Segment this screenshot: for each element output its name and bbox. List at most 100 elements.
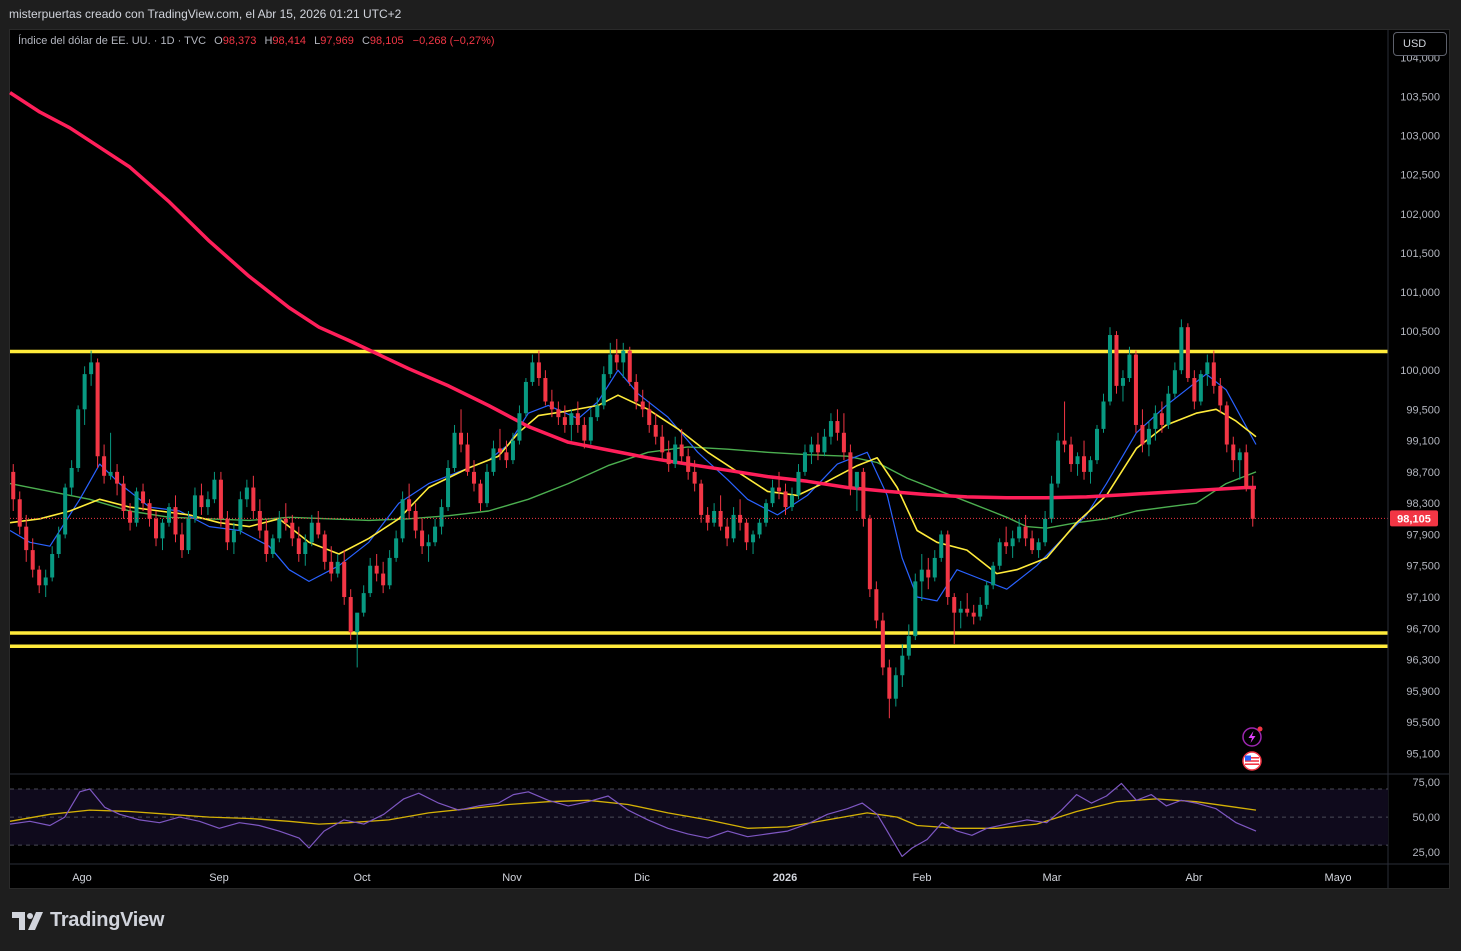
candle-body — [627, 350, 632, 382]
candle — [30, 538, 35, 578]
price-tick-label: 101,000 — [1400, 287, 1440, 299]
candle-body — [802, 452, 807, 472]
currency-button[interactable]: USD — [1393, 32, 1447, 56]
candle-body — [640, 401, 645, 410]
candle-body — [1146, 428, 1151, 445]
open-value: 98,373 — [222, 35, 257, 47]
tradingview-logo: TradingView — [12, 909, 164, 932]
price-tick-label: 102,000 — [1400, 209, 1440, 221]
candle — [1179, 319, 1184, 375]
candle — [89, 350, 94, 386]
candle — [37, 565, 42, 594]
candle — [777, 471, 782, 500]
candle — [549, 389, 554, 418]
candle-body — [400, 499, 405, 539]
candle-body — [789, 495, 795, 508]
candle-body — [121, 483, 126, 511]
rsi-tick-label: 50,00 — [1412, 812, 1440, 824]
candle — [1159, 401, 1164, 433]
candle — [841, 413, 846, 461]
candle — [283, 503, 288, 531]
candle-body — [1244, 452, 1249, 488]
candle-body — [102, 456, 107, 476]
candle-body — [543, 378, 548, 402]
candle-body — [264, 530, 269, 555]
candle-body — [1185, 327, 1190, 379]
candle — [108, 432, 113, 480]
us-flag-icon[interactable] — [1242, 751, 1262, 771]
candle — [160, 518, 165, 551]
candle-body — [1101, 401, 1106, 429]
candle-body — [1250, 487, 1255, 519]
candle-body — [231, 530, 236, 543]
candle-body — [536, 362, 541, 379]
candle — [95, 358, 100, 468]
candle — [919, 554, 924, 601]
candle — [582, 417, 587, 449]
candle-body — [562, 417, 567, 425]
rsi-line — [9, 782, 1257, 857]
candle — [673, 436, 678, 468]
candle — [1094, 424, 1100, 465]
candle-body — [251, 487, 256, 511]
rsi-pane: 75,00 50,00 25,00 — [9, 777, 1440, 859]
candle-body — [712, 510, 717, 523]
candle — [56, 526, 61, 558]
candle — [212, 471, 217, 504]
candle — [601, 366, 606, 410]
candle — [653, 413, 658, 445]
time-tick-label: Mayo — [1325, 872, 1352, 884]
candle-body — [971, 612, 976, 617]
candle — [854, 471, 859, 511]
change-value: −0,268 (−0,27%) — [412, 35, 495, 47]
candle-body — [420, 530, 425, 547]
candle — [1004, 526, 1009, 555]
candle — [199, 483, 204, 515]
candle-body — [1159, 413, 1164, 425]
candle-body — [725, 526, 730, 539]
candle-body — [1205, 362, 1210, 375]
candle-body — [874, 589, 879, 621]
candle-body — [958, 608, 963, 613]
candle — [588, 409, 593, 445]
candle — [997, 538, 1002, 570]
candle — [433, 518, 438, 547]
price-tick-label: 100,500 — [1400, 326, 1440, 338]
symbol-label: Índice del dólar de EE. UU. · 1D · TVC — [18, 35, 207, 47]
candle-body — [751, 534, 756, 543]
candle-body — [906, 636, 911, 656]
candle — [1218, 378, 1223, 414]
candle-body — [809, 444, 814, 453]
candle — [835, 409, 840, 441]
candle-body — [692, 471, 697, 484]
candle-body — [517, 413, 522, 441]
candle — [1166, 385, 1171, 429]
candle — [543, 370, 548, 406]
candle — [1140, 409, 1145, 453]
candle-body — [1224, 405, 1229, 445]
candle-body — [913, 581, 918, 637]
time-tick-label: Sep — [209, 872, 229, 884]
candle — [867, 514, 872, 598]
candle — [569, 409, 574, 441]
candle-body — [1218, 385, 1223, 406]
candle-body — [647, 409, 652, 425]
candle — [640, 389, 645, 418]
candle — [1185, 323, 1190, 382]
candle — [1030, 530, 1035, 555]
time-tick-label: Mar — [1043, 872, 1062, 884]
candle-body — [841, 432, 846, 453]
chart-panel[interactable] — [9, 29, 1450, 889]
candle-body — [530, 362, 535, 382]
candle-body — [1017, 526, 1022, 539]
lightning-alert-icon[interactable] — [1242, 726, 1263, 747]
candle-body — [459, 432, 464, 445]
candle — [861, 467, 866, 527]
candle — [355, 612, 360, 668]
candle-body — [770, 487, 775, 504]
close-value: 98,105 — [369, 35, 404, 47]
candle-body — [128, 510, 133, 523]
candle-body — [166, 507, 172, 523]
candle-body — [835, 421, 840, 433]
